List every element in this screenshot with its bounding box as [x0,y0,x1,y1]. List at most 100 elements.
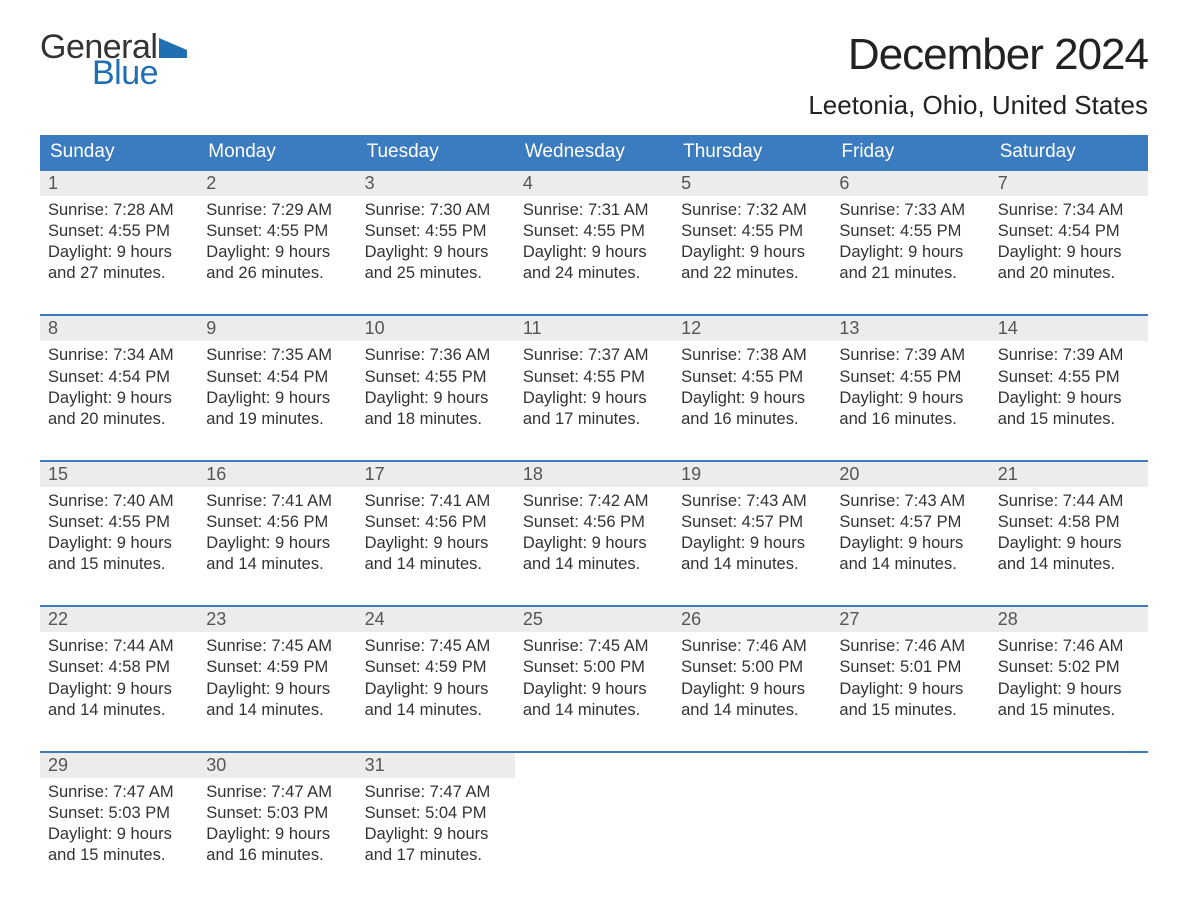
day-content-cell: Sunrise: 7:39 AMSunset: 4:55 PMDaylight:… [831,341,989,460]
day-number: 9 [206,318,216,338]
dl1-text: Daylight: 9 hours [523,388,665,409]
calendar-table: Sunday Monday Tuesday Wednesday Thursday… [40,135,1148,896]
day-number-cell: 9 [198,315,356,341]
dl2-text: and 14 minutes. [365,700,507,721]
dl1-text: Daylight: 9 hours [523,533,665,554]
day-content-cell: Sunrise: 7:47 AMSunset: 5:04 PMDaylight:… [357,778,515,896]
sunrise-text: Sunrise: 7:29 AM [206,200,348,221]
dl2-text: and 14 minutes. [365,554,507,575]
dl2-text: and 14 minutes. [681,554,823,575]
day-number-cell: 4 [515,170,673,196]
dl2-text: and 27 minutes. [48,263,190,284]
logo: General Blue [40,30,187,90]
dl2-text: and 22 minutes. [681,263,823,284]
dl1-text: Daylight: 9 hours [681,679,823,700]
dl2-text: and 14 minutes. [681,700,823,721]
dl1-text: Daylight: 9 hours [998,679,1140,700]
sunrise-text: Sunrise: 7:37 AM [523,345,665,366]
day-content-cell: Sunrise: 7:30 AMSunset: 4:55 PMDaylight:… [357,196,515,315]
dl1-text: Daylight: 9 hours [365,533,507,554]
day-number: 10 [365,318,385,338]
day-content-cell [515,778,673,896]
sunset-text: Sunset: 4:55 PM [523,367,665,388]
dl2-text: and 14 minutes. [523,700,665,721]
day-number: 26 [681,609,701,629]
day-number: 4 [523,173,533,193]
day-number: 22 [48,609,68,629]
day-number-cell: 10 [357,315,515,341]
dl2-text: and 14 minutes. [206,700,348,721]
sunset-text: Sunset: 5:02 PM [998,657,1140,678]
sunset-text: Sunset: 5:00 PM [681,657,823,678]
day-number-cell: 31 [357,752,515,778]
day-number-cell: 23 [198,606,356,632]
sunset-text: Sunset: 4:55 PM [365,221,507,242]
day-content-cell [831,778,989,896]
sunset-text: Sunset: 4:59 PM [365,657,507,678]
weekday-header: Saturday [990,135,1148,170]
sunrise-text: Sunrise: 7:47 AM [365,782,507,803]
day-content-cell: Sunrise: 7:46 AMSunset: 5:02 PMDaylight:… [990,632,1148,751]
dl2-text: and 15 minutes. [998,409,1140,430]
day-number-cell: 11 [515,315,673,341]
day-number-cell: 28 [990,606,1148,632]
dl2-text: and 19 minutes. [206,409,348,430]
sunrise-text: Sunrise: 7:35 AM [206,345,348,366]
day-number: 2 [206,173,216,193]
day-content-cell: Sunrise: 7:47 AMSunset: 5:03 PMDaylight:… [198,778,356,896]
sunset-text: Sunset: 4:58 PM [48,657,190,678]
sunset-text: Sunset: 4:56 PM [365,512,507,533]
day-number-cell: 12 [673,315,831,341]
day-number: 21 [998,464,1018,484]
sunset-text: Sunset: 4:55 PM [681,221,823,242]
sunset-text: Sunset: 5:01 PM [839,657,981,678]
dl2-text: and 20 minutes. [998,263,1140,284]
dl2-text: and 14 minutes. [998,554,1140,575]
day-content-cell: Sunrise: 7:34 AMSunset: 4:54 PMDaylight:… [990,196,1148,315]
day-number: 29 [48,755,68,775]
day-number: 25 [523,609,543,629]
dl1-text: Daylight: 9 hours [998,242,1140,263]
dl2-text: and 25 minutes. [365,263,507,284]
day-number: 19 [681,464,701,484]
day-number: 28 [998,609,1018,629]
sunrise-text: Sunrise: 7:41 AM [365,491,507,512]
dl1-text: Daylight: 9 hours [206,388,348,409]
sunrise-text: Sunrise: 7:32 AM [681,200,823,221]
sunrise-text: Sunrise: 7:43 AM [839,491,981,512]
dl1-text: Daylight: 9 hours [681,242,823,263]
day-content-cell: Sunrise: 7:28 AMSunset: 4:55 PMDaylight:… [40,196,198,315]
day-number: 6 [839,173,849,193]
dl1-text: Daylight: 9 hours [206,533,348,554]
day-number-cell: 25 [515,606,673,632]
day-number-cell: 26 [673,606,831,632]
weekday-header: Friday [831,135,989,170]
day-content-cell: Sunrise: 7:31 AMSunset: 4:55 PMDaylight:… [515,196,673,315]
dl1-text: Daylight: 9 hours [839,242,981,263]
day-content-row: Sunrise: 7:44 AMSunset: 4:58 PMDaylight:… [40,632,1148,751]
day-number-cell: 13 [831,315,989,341]
sunrise-text: Sunrise: 7:45 AM [523,636,665,657]
dl2-text: and 24 minutes. [523,263,665,284]
day-number: 8 [48,318,58,338]
sunset-text: Sunset: 4:56 PM [206,512,348,533]
dl2-text: and 14 minutes. [206,554,348,575]
dl1-text: Daylight: 9 hours [681,388,823,409]
weekday-header: Thursday [673,135,831,170]
sunset-text: Sunset: 4:55 PM [681,367,823,388]
day-content-cell: Sunrise: 7:45 AMSunset: 4:59 PMDaylight:… [198,632,356,751]
dl1-text: Daylight: 9 hours [206,242,348,263]
calendar-body: 1234567Sunrise: 7:28 AMSunset: 4:55 PMDa… [40,170,1148,896]
sunset-text: Sunset: 4:54 PM [206,367,348,388]
day-number-cell: 18 [515,461,673,487]
day-number-cell: 27 [831,606,989,632]
sunset-text: Sunset: 4:55 PM [206,221,348,242]
sunrise-text: Sunrise: 7:39 AM [998,345,1140,366]
day-content-cell: Sunrise: 7:46 AMSunset: 5:01 PMDaylight:… [831,632,989,751]
sunrise-text: Sunrise: 7:38 AM [681,345,823,366]
sunset-text: Sunset: 5:04 PM [365,803,507,824]
day-number: 30 [206,755,226,775]
dl1-text: Daylight: 9 hours [48,679,190,700]
dl1-text: Daylight: 9 hours [681,533,823,554]
sunrise-text: Sunrise: 7:44 AM [998,491,1140,512]
